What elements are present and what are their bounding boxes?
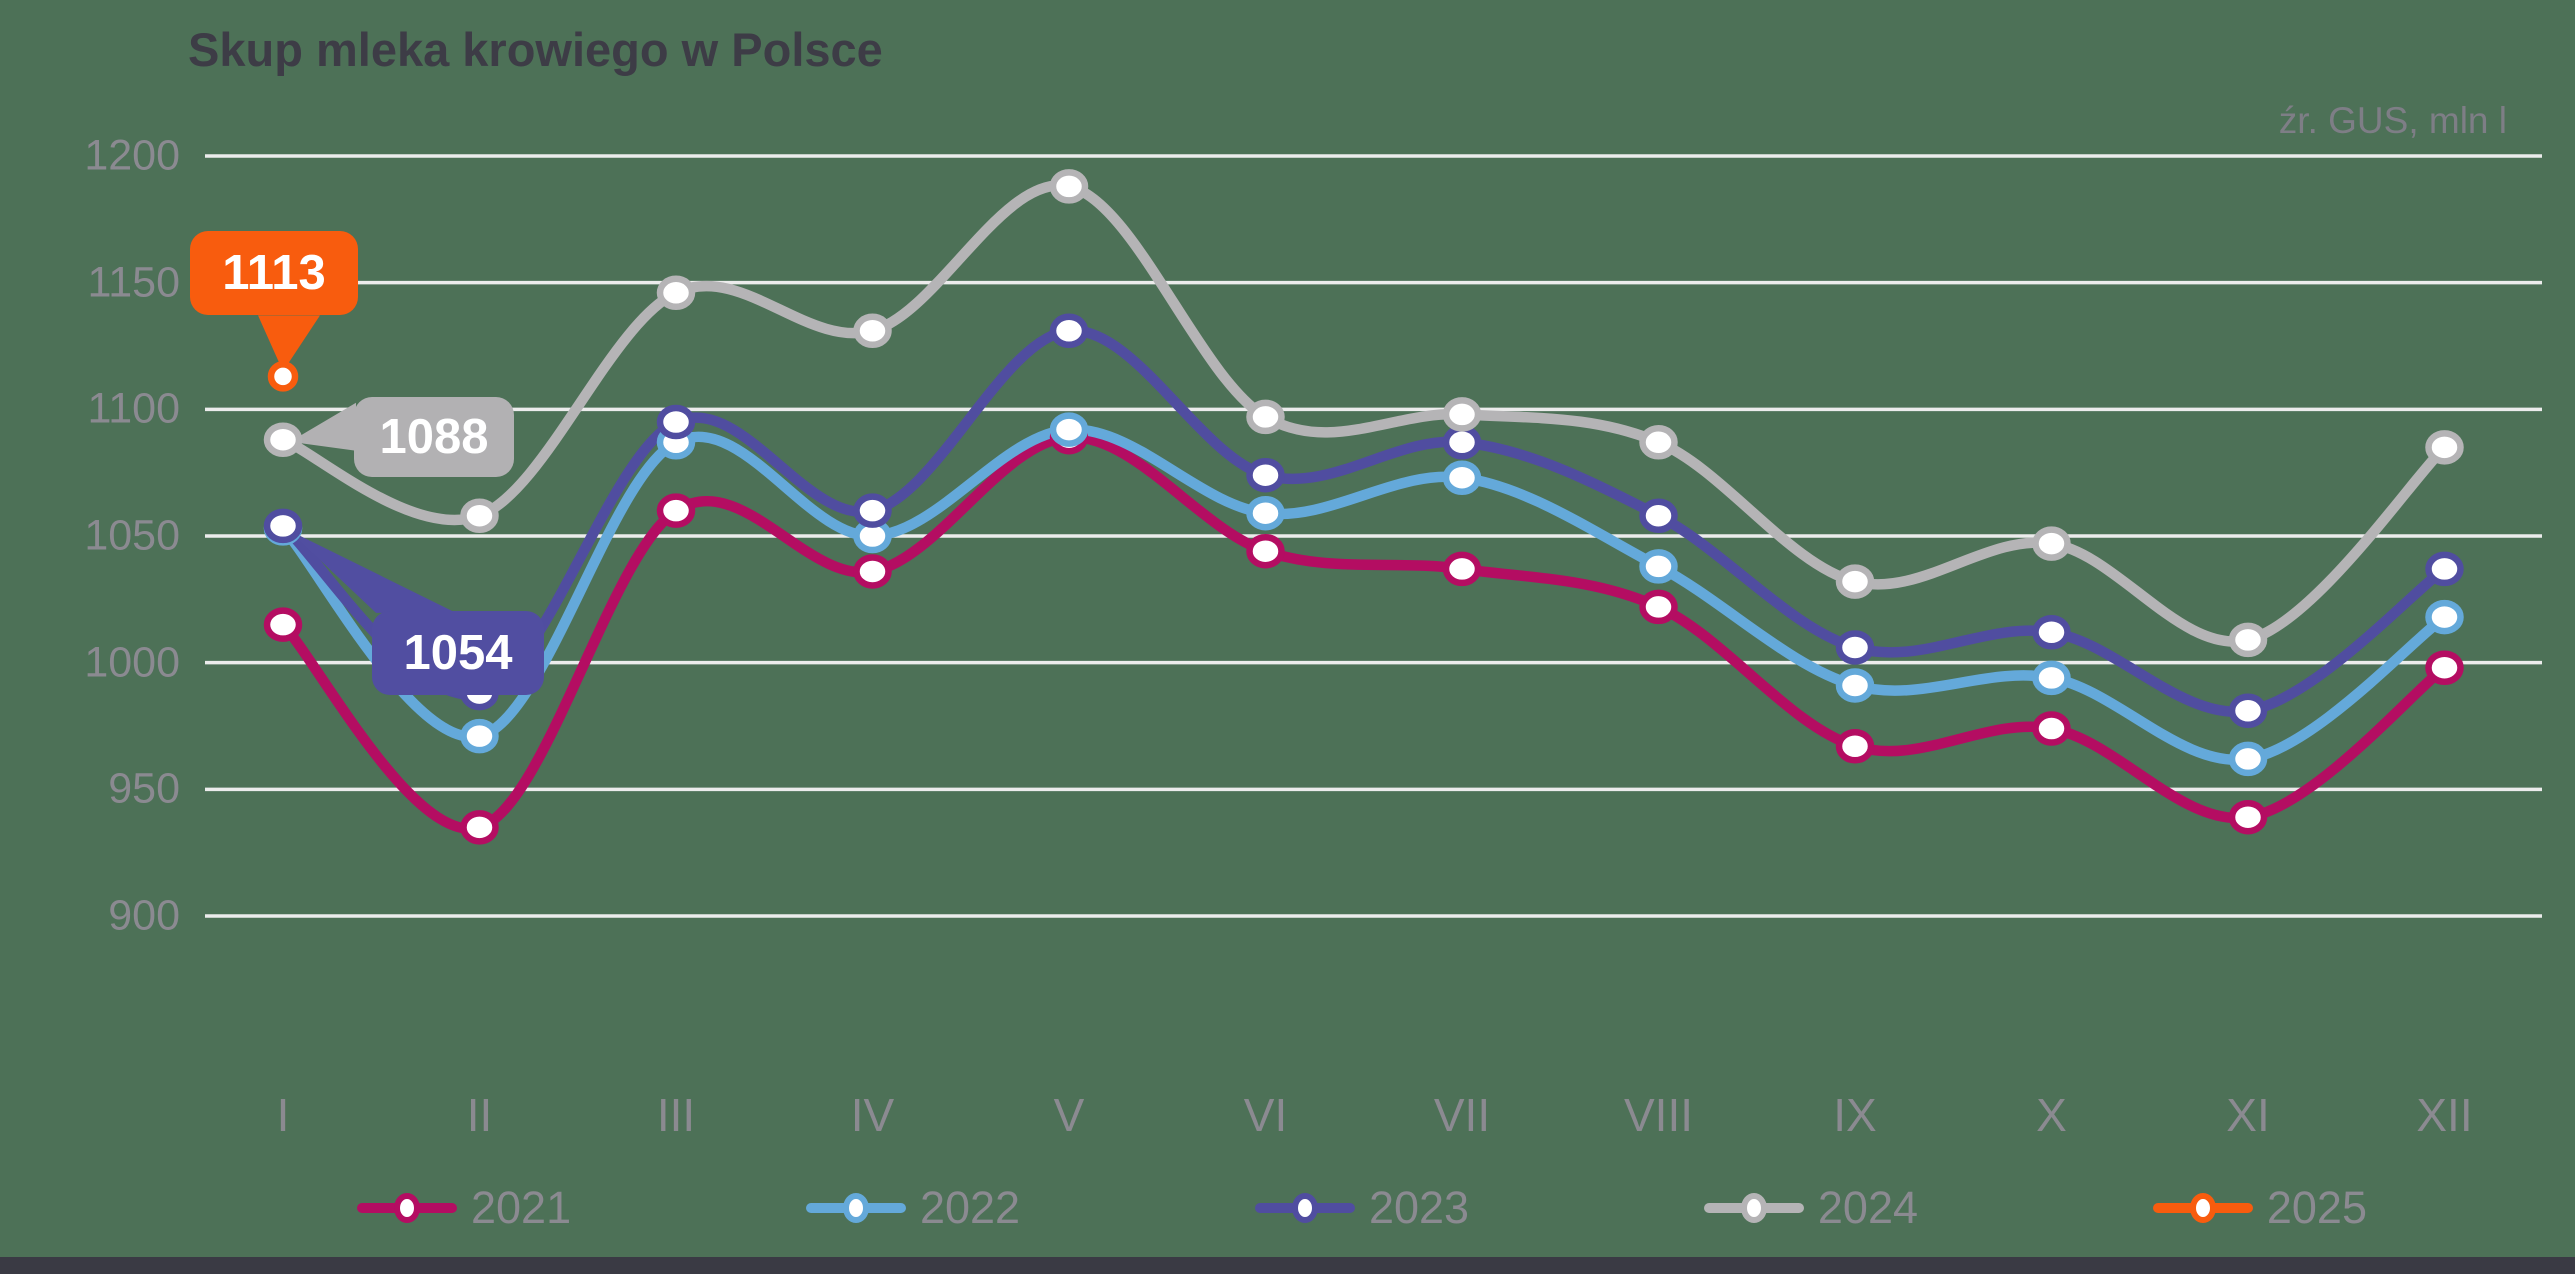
data-point-2022-VII (1442, 460, 1482, 495)
callout-tail-2024 (290, 402, 356, 451)
data-point-2024-V (1049, 169, 1089, 204)
data-point-2022-XII (2425, 599, 2464, 635)
legend-swatch-2024 (1703, 1193, 1804, 1223)
y-axis-label-900: 900 (108, 891, 180, 940)
series-line-2024 (277, 180, 2450, 647)
legend-label-2021: 2021 (471, 1182, 572, 1233)
data-point-2021-II (460, 810, 499, 845)
legend-dot-2021 (394, 1193, 420, 1223)
x-axis-label-X: X (2036, 1089, 2067, 1141)
data-point-2025-I (267, 361, 299, 392)
legend-label-2024: 2024 (1817, 1182, 1919, 1233)
data-point-2023-X (2032, 615, 2071, 650)
data-point-2021-I (263, 607, 303, 642)
data-point-2023-VI (1246, 457, 1285, 493)
callout-2023-value: 1054 (372, 610, 544, 695)
data-point-2022-IX (1835, 668, 1875, 703)
legend-item-2025: 2025 (2152, 1182, 2367, 1234)
series-line-2021 (277, 431, 2450, 834)
data-point-2021-VI (1246, 533, 1285, 569)
y-axis-label-1050: 1050 (84, 511, 180, 560)
legend-label-2025: 2025 (2266, 1182, 2367, 1233)
data-point-2024-III (656, 275, 696, 311)
x-axis-label-VI: VI (1243, 1089, 1288, 1141)
data-point-2021-XII (2425, 650, 2464, 685)
data-point-2023-III (656, 404, 696, 440)
data-point-2024-XII (2425, 430, 2464, 465)
x-axis-label-II: II (466, 1089, 493, 1141)
x-axis-label-XII: XII (2416, 1089, 2473, 1141)
data-point-2021-VII (1442, 551, 1482, 587)
legend-swatch-2025 (2152, 1193, 2253, 1223)
data-point-2021-IX (1835, 729, 1875, 764)
data-point-2024-I (263, 422, 303, 457)
data-point-2022-XI (2228, 741, 2268, 777)
legend-item-2023: 2023 (1254, 1182, 1470, 1234)
series-line-2023 (277, 325, 2450, 718)
x-axis-label-XI: XI (2226, 1089, 2270, 1141)
legend-dot-2024 (1740, 1193, 1767, 1223)
data-point-2022-VIII (1639, 549, 1678, 584)
legend-item-2022: 2022 (805, 1182, 1021, 1234)
data-point-2023-IX (1835, 630, 1875, 665)
data-point-2024-II (460, 498, 499, 533)
data-point-2023-XII (2425, 551, 2464, 587)
data-point-2024-IV (853, 313, 892, 349)
callout-2024-value: 1088 (354, 396, 514, 477)
y-axis-label-1200: 1200 (84, 131, 180, 180)
data-point-2022-X (2032, 660, 2071, 696)
data-point-2021-III (656, 493, 696, 528)
data-point-2021-XI (2228, 799, 2268, 835)
chart-legend: 2021 2022 2023 2024 2025 (357, 1182, 2367, 1234)
y-axis-label-1150: 1150 (87, 258, 180, 307)
data-point-2023-V (1049, 313, 1089, 349)
series-line-2022 (277, 424, 2450, 766)
legend-dot-2025 (2189, 1193, 2216, 1223)
x-axis-label-IV: IV (850, 1089, 895, 1141)
x-axis-label-V: V (1053, 1089, 1085, 1141)
legend-swatch-2023 (1254, 1193, 1355, 1223)
source-note: źr. GUS, mln l (2278, 100, 2507, 141)
data-point-2022-V (1049, 412, 1089, 447)
callout-2025-value: 1113 (190, 231, 358, 316)
x-axis-label-VIII: VIII (1623, 1089, 1694, 1141)
data-point-2023-VIII (1639, 498, 1678, 533)
data-point-2024-IX (1835, 564, 1875, 599)
y-axis-label-1000: 1000 (84, 638, 180, 687)
data-point-2021-X (2032, 711, 2071, 746)
x-axis-label-IX: IX (1833, 1089, 1877, 1141)
data-point-2024-VI (1246, 399, 1285, 435)
legend-dot-2023 (1291, 1193, 1318, 1223)
data-point-2023-IV (853, 493, 892, 528)
data-point-2022-VI (1246, 495, 1285, 531)
legend-label-2022: 2022 (919, 1182, 1021, 1233)
footer-bar (0, 1257, 2575, 1274)
legend-item-2024: 2024 (1703, 1182, 1919, 1234)
data-point-2022-II (460, 718, 499, 754)
x-axis-label-VII: VII (1433, 1089, 1491, 1141)
data-point-2023-VII (1442, 425, 1482, 460)
legend-dot-2022 (842, 1193, 869, 1223)
data-point-2021-IV (853, 554, 892, 589)
callout-tail-2025 (258, 315, 320, 372)
page-title: Skup mleka krowiego w Polsce (188, 23, 883, 76)
data-point-2021-VIII (1639, 589, 1678, 625)
data-point-2023-I (263, 508, 303, 544)
y-axis-label-950: 950 (108, 764, 180, 813)
legend-swatch-2022 (805, 1193, 906, 1223)
data-point-2024-X (2032, 526, 2071, 561)
callout-tail-2023 (288, 529, 456, 613)
data-point-2024-VIII (1639, 425, 1678, 460)
data-point-2023-XI (2228, 693, 2268, 729)
legend-item-2021: 2021 (357, 1182, 571, 1234)
data-point-2024-XI (2228, 622, 2268, 658)
x-axis-label-I: I (276, 1089, 290, 1141)
x-axis-label-III: III (656, 1089, 696, 1141)
legend-swatch-2021 (357, 1193, 457, 1223)
y-axis-label-1100: 1100 (87, 384, 180, 433)
data-point-2024-VII (1442, 397, 1482, 432)
legend-label-2023: 2023 (1368, 1182, 1470, 1233)
